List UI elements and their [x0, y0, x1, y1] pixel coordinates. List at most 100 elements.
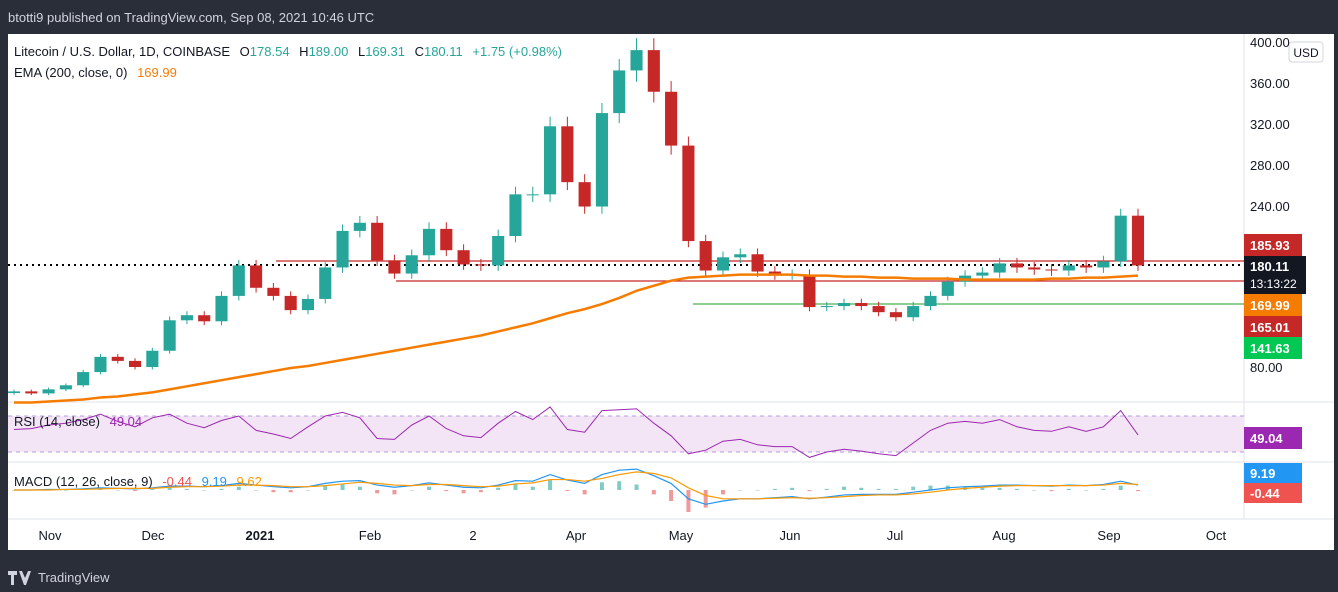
tradingview-brand[interactable]: TradingView [8, 570, 110, 585]
signal-line [14, 471, 1139, 500]
macd-hist-bar [997, 487, 1002, 490]
candles-group [7, 38, 1145, 396]
candle-body [1114, 215, 1127, 262]
macd-hist-bar [288, 490, 293, 493]
candle-body [613, 70, 626, 114]
y-tick: 360.00 [1250, 76, 1290, 91]
y-tick: 400.00 [1250, 35, 1290, 50]
macd-hist-bar [634, 484, 639, 490]
macd-hist-bar [599, 482, 604, 490]
macd-hist-value: -0.44 [162, 474, 192, 489]
signal-value: 9.62 [237, 474, 262, 489]
candle-body [924, 295, 937, 307]
candle-body [820, 306, 833, 308]
macd-hist-bar [980, 487, 985, 490]
macd-hist-bar [478, 490, 483, 493]
candle-body [1131, 215, 1145, 266]
hist-value-tag [1244, 483, 1302, 503]
candle-body [1010, 263, 1024, 268]
ohlc-change: +1.75 (+0.98%) [472, 44, 562, 59]
macd-hist-bar [340, 484, 345, 490]
macd-hist-bar [236, 486, 241, 490]
x-tick: Oct [1206, 528, 1227, 543]
candle-body [301, 298, 315, 311]
macd-legend: MACD (12, 26, close, 9) -0.44 9.19 9.62 [14, 474, 262, 489]
macd-hist-bar [565, 490, 570, 492]
macd-hist-bar [738, 490, 743, 491]
candle-body [267, 287, 280, 296]
candle-body [647, 50, 660, 92]
candle-body [371, 222, 384, 261]
candle-body [544, 126, 557, 195]
candle-body [25, 391, 38, 394]
candle-body [837, 303, 851, 307]
currency-badge-label: USD [1293, 46, 1319, 60]
candle-body [146, 350, 159, 367]
macd-hist-bar [1118, 485, 1123, 490]
support2-price-tag [1244, 337, 1302, 359]
candle-body [474, 264, 487, 266]
macd-hist-bar [772, 488, 777, 490]
macd-hist-bar [703, 490, 708, 508]
candle-body [578, 182, 591, 207]
candle-body [94, 356, 107, 373]
macd-hist-bar [548, 480, 553, 490]
macd-hist-bar [1049, 490, 1054, 492]
candle-body [492, 235, 505, 266]
candle-body [907, 306, 920, 318]
currency-badge[interactable] [1288, 41, 1324, 63]
candle-body [716, 257, 730, 271]
ema-legend-value: 169.99 [137, 65, 177, 80]
candle-body [699, 241, 712, 271]
x-tick: Nov [38, 528, 62, 543]
macd-hist-bar [1084, 490, 1089, 491]
candle-body [1062, 265, 1075, 271]
hist-value-text: -0.44 [1250, 486, 1280, 501]
candle-body [319, 267, 332, 299]
ohlc-low: 169.31 [365, 44, 405, 59]
macd-hist-bar [669, 490, 674, 501]
macd-hist-bar [392, 490, 397, 495]
candle-body [595, 113, 608, 207]
last-price-tag [1244, 256, 1306, 294]
candle-body [1080, 265, 1093, 268]
macd-hist-bar [375, 490, 380, 494]
ema-legend: EMA (200, close, 0) 169.99 [14, 65, 177, 80]
macd-hist-bar [444, 490, 449, 492]
candle-body [1028, 267, 1041, 270]
macd-hist-bar [755, 490, 760, 491]
countdown-text: 13:13:22 [1250, 277, 1297, 291]
ohlc-open: 178.54 [250, 44, 290, 59]
candle-body [993, 263, 1006, 273]
candle-body [284, 295, 297, 311]
macd-hist-bar [617, 481, 622, 490]
candle-body [388, 260, 401, 274]
macd-hist-bar [720, 490, 725, 495]
candle-body [768, 271, 781, 275]
macd-hist-bar [824, 488, 829, 490]
candle-body [180, 315, 193, 321]
candle-body [353, 222, 366, 231]
ohlc-close: 180.11 [424, 44, 463, 59]
ema-line [14, 273, 1139, 404]
macd-hist-bar [167, 487, 172, 490]
macd-hist-bar [807, 490, 812, 492]
y-tick: 80.00 [1250, 360, 1283, 375]
macd-hist-bar [202, 490, 207, 491]
rsi-value-tag [1244, 427, 1302, 449]
rsi-legend: RSI (14, close) 49.04 [14, 414, 142, 429]
macd-hist-bar [357, 486, 362, 490]
x-tick: Dec [141, 528, 165, 543]
candle-body [336, 230, 349, 268]
publish-header: btotti9 published on TradingView.com, Se… [0, 0, 1338, 34]
candle-body [405, 255, 418, 274]
support1-price-tag [1244, 316, 1302, 338]
x-tick: Jul [887, 528, 904, 543]
ema-price-tag [1244, 294, 1302, 316]
chart-svg[interactable]: Litecoin / U.S. Dollar, 1D, COINBASE O17… [7, 34, 1334, 550]
brand-name: TradingView [38, 570, 110, 585]
x-tick: Apr [566, 528, 587, 543]
candle-body [7, 391, 21, 394]
macd-hist-bar [271, 490, 276, 493]
rsi-value-text: 49.04 [1250, 431, 1283, 446]
